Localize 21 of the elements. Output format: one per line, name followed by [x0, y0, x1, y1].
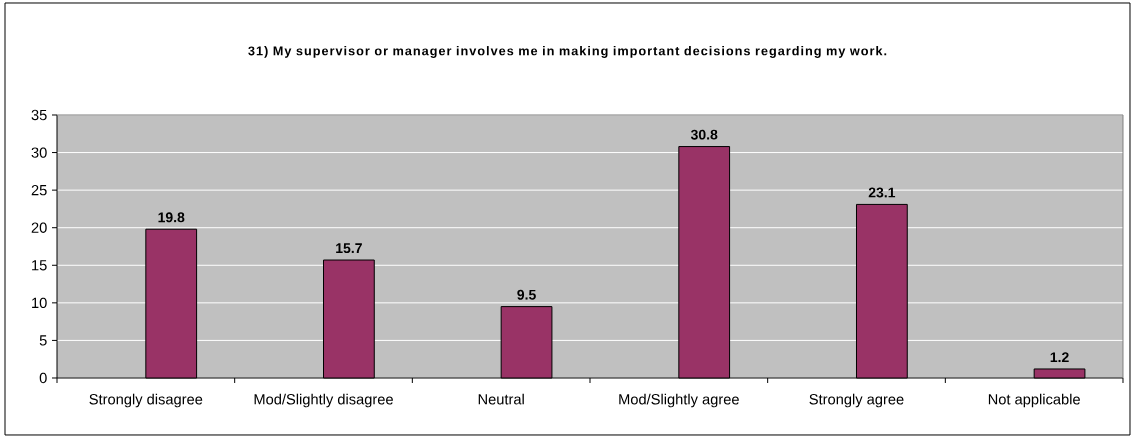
- y-tick-label: 25: [31, 184, 47, 196]
- x-tick-label: Mod/Slightly agree: [619, 393, 739, 408]
- data-label: 1.2: [1050, 352, 1069, 363]
- y-tick-label: 20: [31, 222, 47, 233]
- data-label: 15.7: [336, 243, 362, 254]
- y-tick-label: 35: [31, 109, 47, 121]
- x-tick-label: Not applicable: [988, 393, 1080, 408]
- x-tick-label: Neutral: [478, 393, 524, 405]
- chart-title: 31) My supervisor or manager involves me in making important decisions regarding my work.: [248, 46, 887, 58]
- y-tick-label: 15: [32, 260, 47, 271]
- y-tick-label: 0: [39, 372, 47, 384]
- y-tick-label: 5: [39, 335, 47, 346]
- data-label: 30.8: [690, 129, 718, 140]
- x-tick-label: Mod/Slightly disagree: [254, 393, 393, 408]
- y-tick-label: 30: [31, 147, 47, 158]
- data-label: 23.1: [868, 187, 896, 198]
- x-tick-label: Strongly disagree: [89, 393, 203, 408]
- x-tick-label: Strongly agree: [809, 393, 904, 408]
- data-label: 9.5: [517, 289, 536, 300]
- y-tick-label: 10: [32, 297, 47, 309]
- data-label: 19.8: [158, 212, 185, 223]
